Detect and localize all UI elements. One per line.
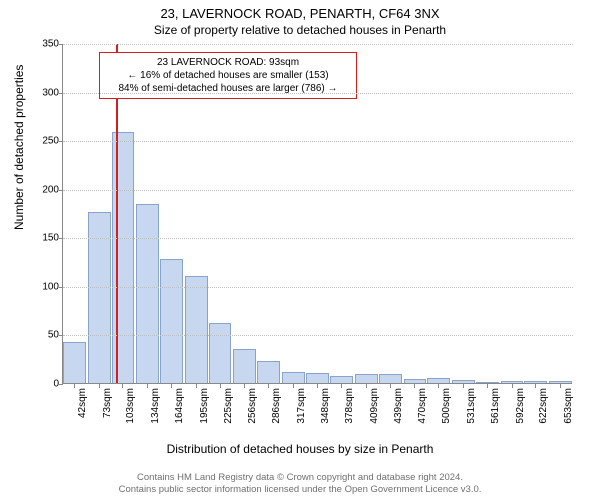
- histogram-bar: [209, 323, 232, 383]
- xtick-label: 470sqm: [417, 388, 428, 448]
- ytick-label: 300: [29, 87, 59, 98]
- xtick-mark: [122, 384, 123, 388]
- chart-area: 23 LAVERNOCK ROAD: 93sqm ← 16% of detach…: [62, 44, 572, 414]
- histogram-bar: [185, 276, 208, 383]
- xtick-mark: [74, 384, 75, 388]
- y-axis-label: Number of detached properties: [12, 65, 26, 230]
- gridline: [63, 190, 573, 191]
- histogram-bar: [160, 259, 183, 383]
- ytick-label: 350: [29, 39, 59, 50]
- ytick-mark: [59, 93, 63, 94]
- histogram-bar: [233, 349, 256, 383]
- xtick-label: 622sqm: [538, 388, 549, 448]
- xtick-label: 561sqm: [490, 388, 501, 448]
- xtick-mark: [244, 384, 245, 388]
- xtick-label: 317sqm: [296, 388, 307, 448]
- histogram-bar: [282, 372, 305, 383]
- x-axis-label: Distribution of detached houses by size …: [0, 442, 600, 456]
- histogram-bar: [355, 374, 378, 383]
- ytick-label: 150: [29, 233, 59, 244]
- title-block: 23, LAVERNOCK ROAD, PENARTH, CF64 3NX Si…: [0, 0, 600, 37]
- xtick-mark: [512, 384, 513, 388]
- xtick-label: 378sqm: [344, 388, 355, 448]
- gridline: [63, 44, 573, 45]
- xtick-label: 256sqm: [247, 388, 258, 448]
- gridline: [63, 93, 573, 94]
- info-line-2: ← 16% of detached houses are smaller (15…: [106, 69, 350, 82]
- xtick-label: 500sqm: [441, 388, 452, 448]
- xtick-mark: [414, 384, 415, 388]
- histogram-bar: [404, 379, 427, 383]
- xtick-mark: [463, 384, 464, 388]
- histogram-bar: [524, 381, 547, 383]
- ytick-mark: [59, 335, 63, 336]
- ytick-label: 50: [29, 330, 59, 341]
- footer-line-1: Contains HM Land Registry data © Crown c…: [0, 472, 600, 484]
- ytick-mark: [59, 141, 63, 142]
- xtick-label: 409sqm: [369, 388, 380, 448]
- xtick-mark: [560, 384, 561, 388]
- ytick-mark: [59, 287, 63, 288]
- xtick-mark: [535, 384, 536, 388]
- xtick-label: 531sqm: [466, 388, 477, 448]
- xtick-mark: [341, 384, 342, 388]
- xtick-label: 592sqm: [515, 388, 526, 448]
- xtick-label: 73sqm: [102, 388, 113, 448]
- ytick-mark: [59, 238, 63, 239]
- histogram-bar: [379, 374, 402, 383]
- xtick-label: 42sqm: [77, 388, 88, 448]
- footer: Contains HM Land Registry data © Crown c…: [0, 472, 600, 496]
- histogram-bar: [452, 380, 475, 383]
- xtick-label: 103sqm: [125, 388, 136, 448]
- histogram-bar: [136, 204, 159, 383]
- ytick-label: 0: [29, 379, 59, 390]
- xtick-mark: [317, 384, 318, 388]
- title-sub: Size of property relative to detached ho…: [0, 23, 600, 37]
- xtick-mark: [390, 384, 391, 388]
- info-line-1: 23 LAVERNOCK ROAD: 93sqm: [106, 56, 350, 69]
- xtick-mark: [99, 384, 100, 388]
- ytick-mark: [59, 44, 63, 45]
- title-main: 23, LAVERNOCK ROAD, PENARTH, CF64 3NX: [0, 6, 600, 21]
- histogram-bar: [427, 378, 450, 383]
- gridline: [63, 238, 573, 239]
- xtick-mark: [438, 384, 439, 388]
- xtick-mark: [171, 384, 172, 388]
- xtick-label: 439sqm: [393, 388, 404, 448]
- gridline: [63, 287, 573, 288]
- xtick-label: 286sqm: [271, 388, 282, 448]
- xtick-label: 134sqm: [150, 388, 161, 448]
- gridline: [63, 335, 573, 336]
- xtick-mark: [268, 384, 269, 388]
- ytick-mark: [59, 190, 63, 191]
- gridline: [63, 141, 573, 142]
- xtick-label: 653sqm: [563, 388, 574, 448]
- histogram-bar: [306, 373, 329, 383]
- xtick-label: 348sqm: [320, 388, 331, 448]
- histogram-bar: [501, 381, 524, 383]
- xtick-mark: [487, 384, 488, 388]
- xtick-mark: [366, 384, 367, 388]
- ytick-label: 100: [29, 281, 59, 292]
- plot-region: 23 LAVERNOCK ROAD: 93sqm ← 16% of detach…: [62, 44, 572, 384]
- histogram-bar: [63, 342, 86, 383]
- histogram-bar: [257, 361, 280, 383]
- histogram-bar: [476, 382, 499, 383]
- xtick-label: 164sqm: [174, 388, 185, 448]
- histogram-bar: [330, 376, 353, 383]
- xtick-label: 195sqm: [199, 388, 210, 448]
- xtick-label: 225sqm: [223, 388, 234, 448]
- xtick-mark: [196, 384, 197, 388]
- histogram-bar: [549, 381, 572, 383]
- footer-line-2: Contains public sector information licen…: [0, 484, 600, 496]
- ytick-mark: [59, 384, 63, 385]
- ytick-label: 250: [29, 136, 59, 147]
- xtick-mark: [220, 384, 221, 388]
- xtick-mark: [293, 384, 294, 388]
- xtick-mark: [147, 384, 148, 388]
- ytick-label: 200: [29, 184, 59, 195]
